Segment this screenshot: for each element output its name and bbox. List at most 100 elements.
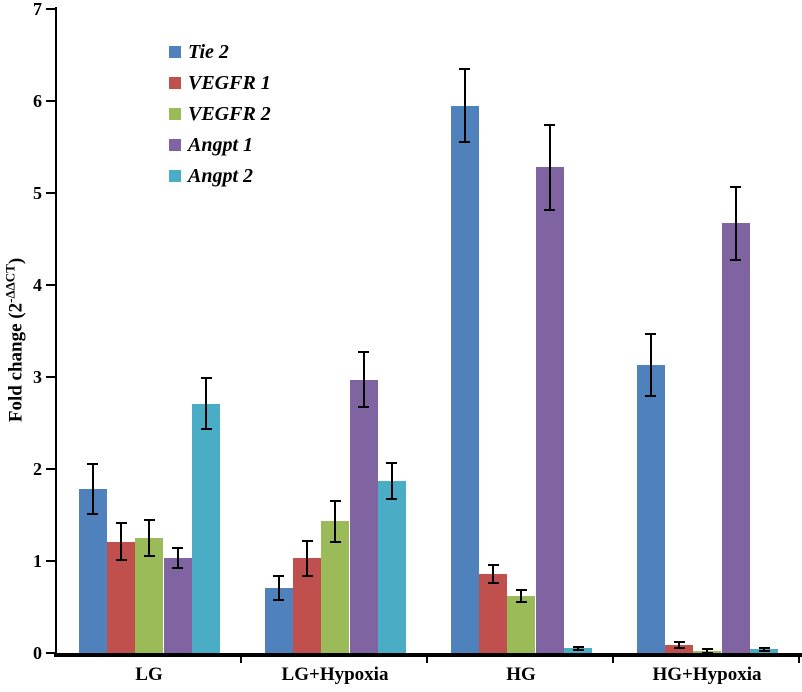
x-tick — [612, 653, 614, 663]
error-bar-bottom-cap — [730, 259, 742, 262]
error-bar-bottom-cap — [87, 513, 99, 516]
legend-label: Angpt 1 — [188, 133, 254, 156]
error-bar-top-cap — [459, 67, 471, 70]
bar — [163, 558, 192, 653]
error-bar-top-cap — [645, 332, 657, 335]
y-tick — [46, 192, 56, 194]
legend-label: Angpt 2 — [188, 164, 254, 187]
bar — [636, 365, 665, 653]
y-tick-label: 3 — [33, 367, 42, 387]
y-tick-label: 1 — [33, 551, 42, 571]
x-category-label: LG — [135, 664, 163, 685]
bar — [78, 489, 107, 653]
error-bar — [362, 352, 365, 408]
bar — [535, 167, 564, 653]
legend-item: Angpt 1 — [169, 129, 271, 160]
error-bar — [763, 647, 765, 651]
error-bar-bottom-cap — [544, 208, 556, 211]
error-bar — [334, 501, 337, 542]
y-tick — [46, 652, 56, 654]
bar — [349, 379, 378, 653]
error-bar-top-cap — [115, 522, 127, 525]
error-bar — [148, 519, 151, 557]
x-category-label: HG — [506, 664, 536, 685]
error-bar — [390, 462, 393, 500]
y-tick-label: 0 — [33, 643, 42, 663]
error-bar-bottom-cap — [200, 428, 212, 431]
y-tick — [46, 560, 56, 562]
bar — [478, 573, 508, 653]
bar — [721, 223, 750, 653]
error-bar-bottom-cap — [115, 559, 127, 562]
error-bar-top-cap — [329, 500, 341, 503]
legend-item: Angpt 2 — [169, 160, 271, 191]
error-bar — [463, 68, 466, 143]
error-bar-bottom-cap — [273, 598, 285, 601]
y-tick — [46, 8, 56, 10]
error-bar-top-cap — [143, 518, 155, 521]
error-bar-top-cap — [544, 123, 556, 126]
error-bar-top-cap — [515, 588, 527, 591]
error-bar-bottom-cap — [645, 395, 657, 398]
error-bar — [277, 575, 280, 600]
x-tick — [798, 653, 800, 663]
error-bar-top-cap — [87, 463, 99, 466]
error-bar-bottom-cap — [701, 652, 713, 654]
error-bar-bottom-cap — [172, 567, 184, 570]
error-bar-bottom-cap — [358, 406, 370, 409]
x-category-label: LG+Hypoxia — [281, 664, 389, 685]
bar — [450, 105, 479, 653]
legend-swatch-icon — [169, 169, 181, 182]
legend: Tie 2 VEGFR 1 VEGFR 2 Angpt 1 Angpt 2 — [169, 36, 271, 191]
error-bar-bottom-cap — [572, 649, 584, 652]
error-bar-top-cap — [358, 351, 370, 354]
error-bar-top-cap — [758, 646, 770, 649]
error-bar — [548, 124, 551, 210]
x-axis-line — [54, 653, 802, 657]
error-bar-bottom-cap — [673, 646, 685, 649]
y-tick-label: 2 — [33, 459, 42, 479]
y-axis-title-suffix: ) — [5, 257, 27, 265]
x-tick — [426, 653, 428, 663]
error-bar-bottom-cap — [758, 649, 770, 652]
bar — [321, 521, 350, 653]
error-bar-bottom-cap — [301, 574, 313, 577]
legend-label: Tie 2 — [188, 40, 229, 63]
error-bar-top-cap — [273, 574, 285, 577]
y-tick — [46, 468, 56, 470]
x-tick — [240, 653, 242, 663]
error-bar-top-cap — [730, 185, 742, 188]
y-tick — [46, 100, 56, 102]
legend-swatch-icon — [169, 138, 181, 151]
legend-swatch-icon — [169, 76, 181, 89]
error-bar-bottom-cap — [386, 498, 398, 501]
x-category-label: HG+Hypoxia — [652, 664, 762, 685]
error-bar — [120, 523, 122, 561]
error-bar — [176, 548, 179, 569]
error-bar-top-cap — [673, 641, 685, 643]
bar — [191, 403, 221, 653]
error-bar-bottom-cap — [515, 601, 527, 604]
error-bar — [706, 649, 709, 653]
error-bar-bottom-cap — [487, 582, 499, 585]
y-axis-line — [55, 7, 57, 657]
y-tick-label: 6 — [33, 91, 42, 111]
error-bar — [734, 186, 737, 261]
bar — [664, 644, 694, 653]
error-bar-top-cap — [487, 563, 499, 566]
error-bar — [492, 564, 495, 584]
legend-swatch-icon — [169, 107, 181, 120]
bar — [377, 481, 407, 653]
error-bar — [91, 464, 94, 515]
y-tick-label: 4 — [33, 275, 42, 295]
y-axis-title-prefix: Fold change (2 — [5, 302, 27, 423]
y-tick-label: 5 — [33, 183, 42, 203]
y-tick — [46, 284, 56, 286]
bar — [507, 596, 536, 653]
error-bar-bottom-cap — [143, 555, 155, 558]
legend-swatch-icon — [169, 45, 181, 58]
legend-item: Tie 2 — [169, 36, 271, 67]
y-tick — [46, 376, 56, 378]
error-bar — [306, 540, 309, 576]
